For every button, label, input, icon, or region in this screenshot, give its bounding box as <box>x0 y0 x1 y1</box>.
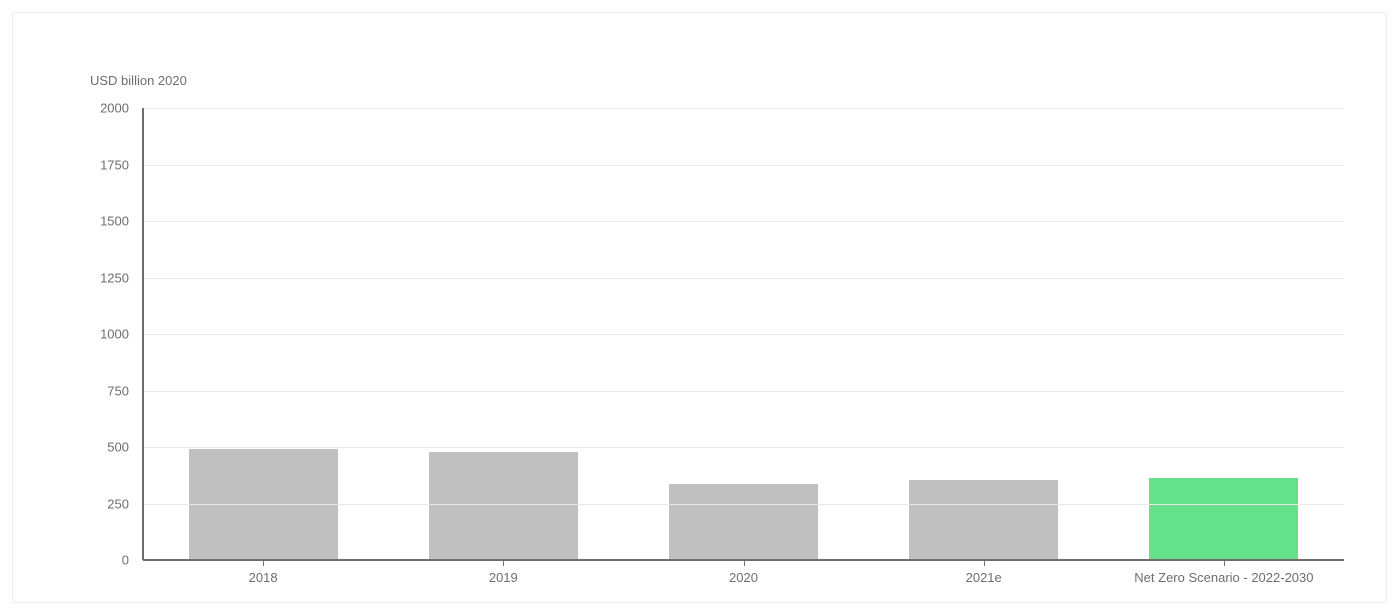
x-tick-label: 2018 <box>249 570 278 585</box>
y-tick-label: 0 <box>13 553 129 568</box>
x-tick <box>1224 560 1225 566</box>
y-tick-label: 1000 <box>13 327 129 342</box>
y-tick-label: 1250 <box>13 270 129 285</box>
y-axis-title: USD billion 2020 <box>90 73 187 88</box>
gridline <box>143 447 1344 448</box>
y-axis-line <box>142 108 144 560</box>
gridline <box>143 334 1344 335</box>
gridline <box>143 108 1344 109</box>
y-tick-label: 250 <box>13 496 129 511</box>
gridline <box>143 278 1344 279</box>
x-tick-label: 2020 <box>729 570 758 585</box>
x-tick-label: Net Zero Scenario - 2022-2030 <box>1134 570 1313 585</box>
gridline <box>143 391 1344 392</box>
y-tick-label: 1750 <box>13 157 129 172</box>
gridline <box>143 165 1344 166</box>
x-tick-label: 2019 <box>489 570 518 585</box>
x-tick-label: 2021e <box>966 570 1002 585</box>
bar[interactable] <box>429 452 578 559</box>
y-tick-label: 2000 <box>13 101 129 116</box>
bar[interactable] <box>1149 478 1298 559</box>
bar[interactable] <box>669 484 818 559</box>
y-tick-label: 1500 <box>13 214 129 229</box>
x-tick <box>263 560 264 566</box>
bar[interactable] <box>909 480 1058 559</box>
gridline <box>143 504 1344 505</box>
gridline <box>143 221 1344 222</box>
chart-card: USD billion 2020 0 250 500 750 1000 1250 1500 1… <box>12 12 1387 603</box>
y-tick-label: 500 <box>13 440 129 455</box>
x-tick <box>503 560 504 566</box>
x-tick <box>744 560 745 566</box>
x-tick <box>984 560 985 566</box>
y-tick-label: 750 <box>13 383 129 398</box>
